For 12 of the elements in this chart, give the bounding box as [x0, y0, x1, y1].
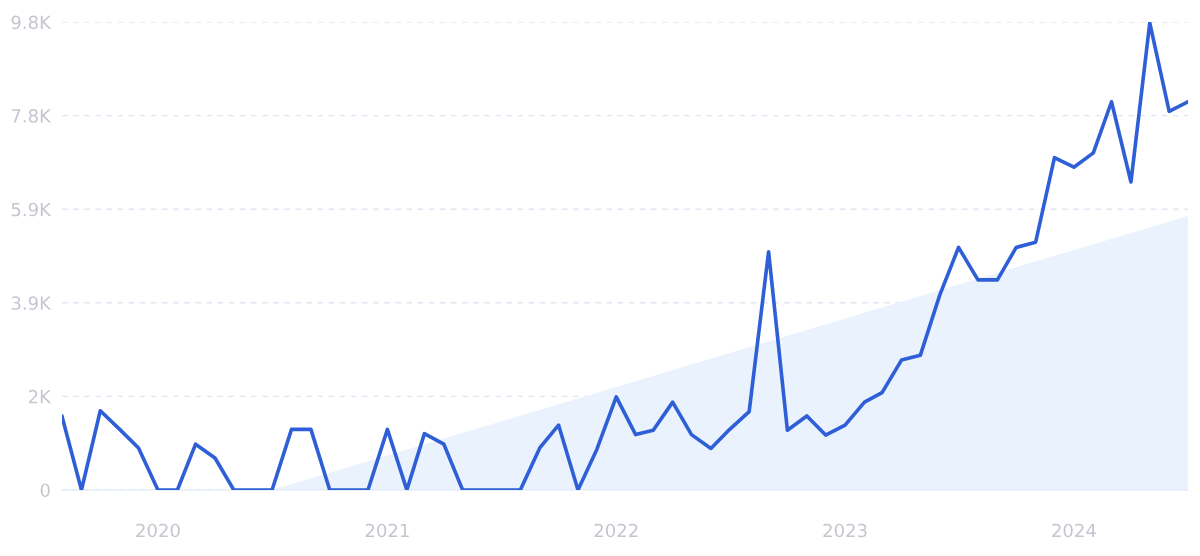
y-tick-label: 7.8K — [11, 109, 52, 123]
y-tick-label: 2K — [28, 389, 52, 404]
x-tick-label: 2024 — [1052, 523, 1096, 538]
y-tick-label: 3.9K — [11, 296, 52, 310]
y-tick-label: 5.9K — [11, 202, 52, 217]
x-tick-label: 2023 — [823, 523, 867, 538]
x-tick-label: 2022 — [594, 523, 638, 538]
y-tick-label: 9.8K — [11, 15, 52, 30]
x-tick-label: 2021 — [365, 523, 409, 538]
y-tick-label: 0 — [40, 483, 50, 498]
x-tick-label: 2020 — [136, 523, 180, 538]
line-series — [62, 22, 1188, 490]
